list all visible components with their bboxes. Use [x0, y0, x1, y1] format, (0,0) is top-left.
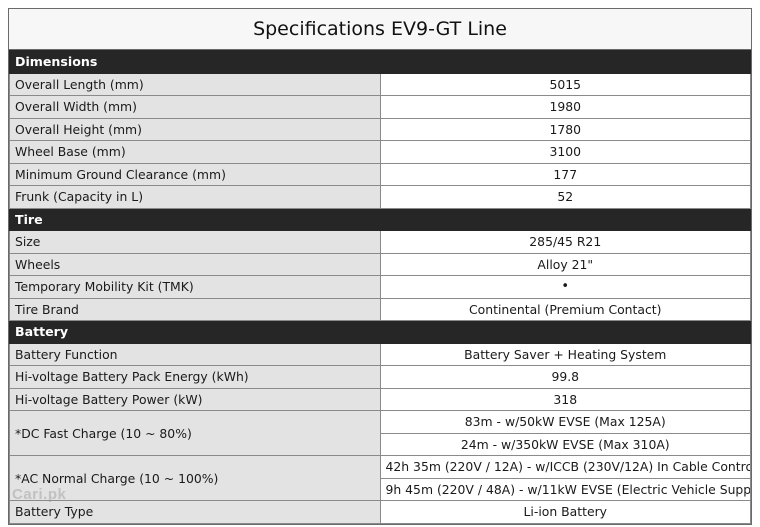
table-row: Tire Brand Continental (Premium Contact): [9, 297, 751, 321]
row-value: Alloy 21": [379, 252, 751, 276]
row-value: 52: [379, 185, 751, 209]
table-row: Overall Length (mm) 5015: [9, 72, 751, 96]
section-header-battery: Battery: [9, 320, 751, 344]
spec-sheet: Specifications EV9-GT Line Dimensions Ov…: [8, 8, 752, 525]
table-row: Frunk (Capacity in L) 52: [9, 185, 751, 209]
row-label: Battery Function: [9, 342, 381, 366]
table-row: Battery Function Battery Saver + Heating…: [9, 342, 751, 366]
table-row: Temporary Mobility Kit (TMK) •: [9, 275, 751, 299]
row-label: Wheel Base (mm): [9, 140, 381, 164]
row-value: 1980: [379, 95, 751, 119]
section-header-tire: Tire: [9, 207, 751, 231]
spec-title: Specifications EV9-GT Line: [9, 9, 751, 50]
ac-normal-charge-label: *AC Normal Charge (10 ~ 100%): [9, 455, 381, 501]
row-label: Frunk (Capacity in L): [9, 185, 381, 209]
row-value: Battery Saver + Heating System: [379, 342, 751, 366]
table-row: 24m - w/350kW EVSE (Max 310A): [10, 432, 751, 456]
table-row: Minimum Ground Clearance (mm) 177: [9, 162, 751, 186]
section-title: Tire: [9, 207, 751, 231]
row-label: Overall Width (mm): [9, 95, 381, 119]
table-row: Overall Width (mm) 1980: [9, 95, 751, 119]
table-row: Wheels Alloy 21": [9, 252, 751, 276]
table-row: Size 285/45 R21: [9, 230, 751, 254]
ac-normal-charge-value: 9h 45m (220V / 48A) - w/11kW EVSE (Elect…: [379, 477, 751, 501]
row-value: Continental (Premium Contact): [379, 297, 751, 321]
row-value: 177: [379, 162, 751, 186]
dc-fast-charge-value: 83m - w/50kW EVSE (Max 125A): [379, 410, 751, 434]
standard-bullet: •: [379, 275, 751, 299]
row-label: Size: [9, 230, 381, 254]
row-label: Temporary Mobility Kit (TMK): [9, 275, 381, 299]
table-row: Hi-voltage Battery Power (kW) 318: [9, 387, 751, 411]
table-row: Wheel Base (mm) 3100: [9, 140, 751, 164]
dc-fast-charge-label: *DC Fast Charge (10 ~ 80%): [9, 410, 381, 456]
table-row: *AC Normal Charge (10 ~ 100%) 42h 35m (2…: [9, 455, 751, 501]
row-value: 3100: [379, 140, 751, 164]
row-label: Wheels: [9, 252, 381, 276]
row-label: Tire Brand: [9, 297, 381, 321]
spec-table: Dimensions Overall Length (mm) 5015 Over…: [9, 50, 751, 524]
ac-normal-charge-value: 42h 35m (220V / 12A) - w/ICCB (230V/12A)…: [379, 455, 751, 479]
table-row: Battery Type Li-ion Battery: [9, 500, 751, 524]
row-label: Battery Type: [9, 500, 381, 524]
table-row: 9h 45m (220V / 48A) - w/11kW EVSE (Elect…: [10, 477, 751, 501]
table-row: Hi-voltage Battery Pack Energy (kWh) 99.…: [9, 365, 751, 389]
section-header-dimensions: Dimensions: [9, 50, 751, 74]
table-row: *DC Fast Charge (10 ~ 80%) 83m - w/50kW …: [9, 410, 751, 456]
table-row: Overall Height (mm) 1780: [9, 117, 751, 141]
section-title: Battery: [9, 320, 751, 344]
row-value: 318: [379, 387, 751, 411]
row-label: Minimum Ground Clearance (mm): [9, 162, 381, 186]
row-value: 1780: [379, 117, 751, 141]
row-value: Li-ion Battery: [379, 500, 751, 524]
row-value: 5015: [379, 72, 751, 96]
row-label: Hi-voltage Battery Power (kW): [9, 387, 381, 411]
row-label: Overall Length (mm): [9, 72, 381, 96]
section-title: Dimensions: [9, 50, 751, 74]
row-label: Hi-voltage Battery Pack Energy (kWh): [9, 365, 381, 389]
row-label: Overall Height (mm): [9, 117, 381, 141]
row-value: 285/45 R21: [379, 230, 751, 254]
dc-fast-charge-value: 24m - w/350kW EVSE (Max 310A): [379, 432, 751, 456]
row-value: 99.8: [379, 365, 751, 389]
